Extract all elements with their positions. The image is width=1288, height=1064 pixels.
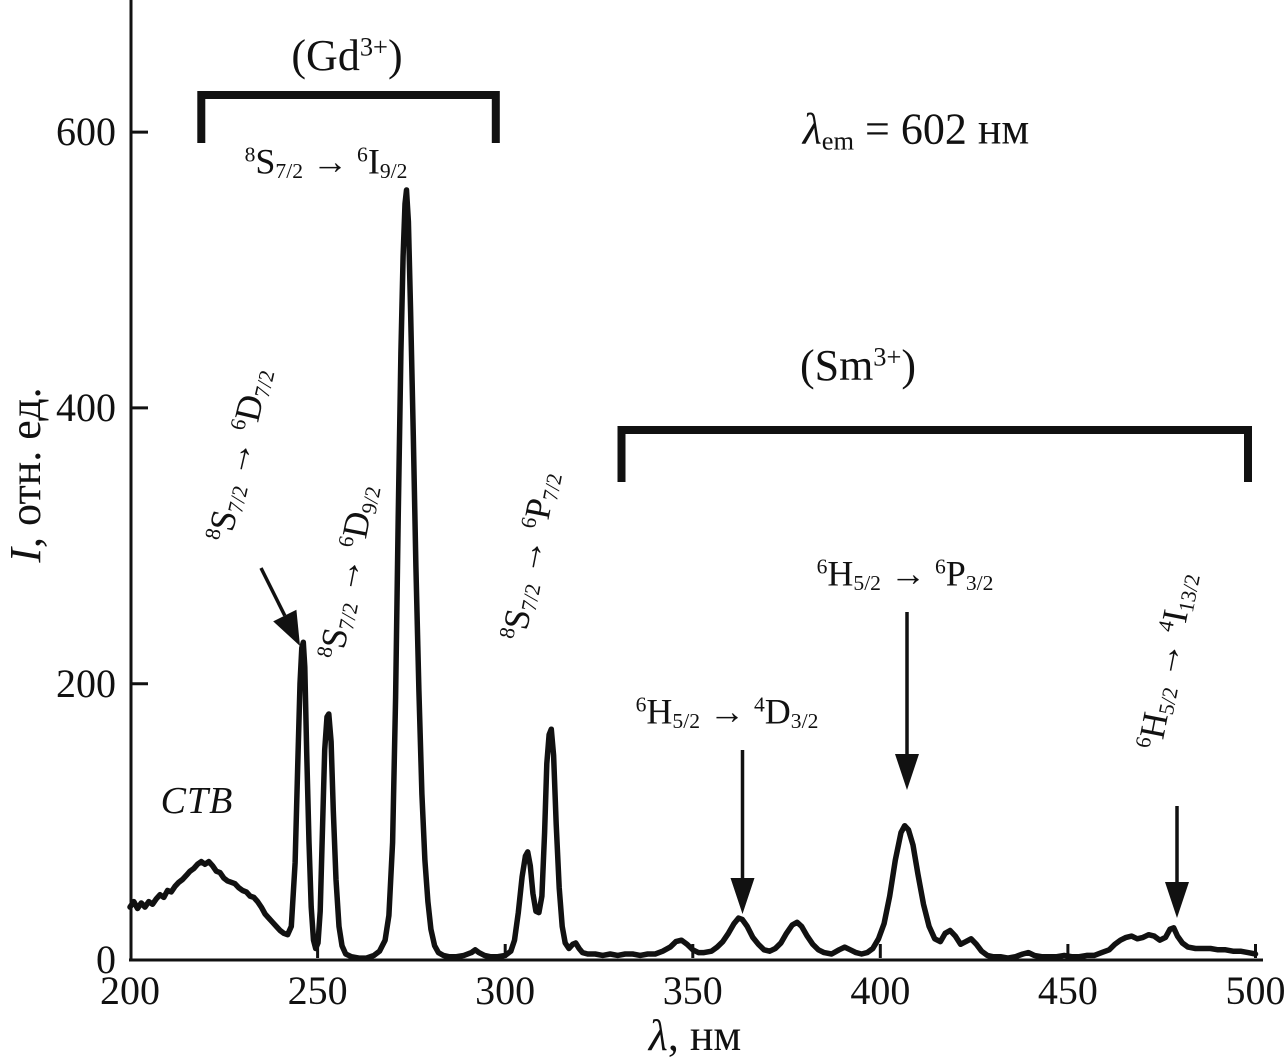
x-tick-label: 200 (100, 968, 160, 1013)
sm-p32-arrow (895, 612, 919, 790)
x-tick-label: 400 (850, 968, 911, 1013)
gd-group-bracket (197, 91, 500, 143)
sm-group-bracket (617, 426, 1252, 482)
x-tick-label: 300 (475, 968, 536, 1013)
y-tick-label: 0 (96, 936, 116, 982)
transition-label-gd-6i92: 8S7/2 → 6I9/2 (244, 141, 408, 184)
x-tick-label: 450 (1037, 968, 1098, 1013)
host-band-label: СТВ (160, 780, 234, 823)
x-tick-label: 350 (662, 968, 723, 1013)
transition-label-sm-6p32: 6H5/2 → 6P3/2 (816, 553, 994, 596)
sm-i132-arrow (1165, 806, 1189, 918)
axis-ticks (132, 130, 1257, 958)
x-tick-label: 500 (1225, 968, 1286, 1013)
annotation-arrows (259, 567, 1189, 918)
spectrum-curve (127, 187, 1259, 961)
excitation-wavelength-note: λem = 602 нм (802, 104, 1030, 156)
x-tick-label: 250 (287, 968, 348, 1013)
gd-bracket-label: (Gd3+) (291, 30, 403, 80)
y-tick-label: 600 (56, 109, 116, 155)
y-axis-title: I, отн. ед. (0, 387, 50, 563)
sm-d32-arrow (730, 750, 755, 914)
sm-bracket-label: (Sm3+) (799, 340, 917, 390)
transition-label-sm-4d32: 6H5/2 → 4D3/2 (635, 691, 819, 734)
y-tick-label: 200 (56, 660, 116, 706)
gd-d72-arrow (259, 567, 300, 646)
x-axis-title: λ, нм (648, 1010, 742, 1060)
y-tick-label: 400 (56, 384, 116, 430)
